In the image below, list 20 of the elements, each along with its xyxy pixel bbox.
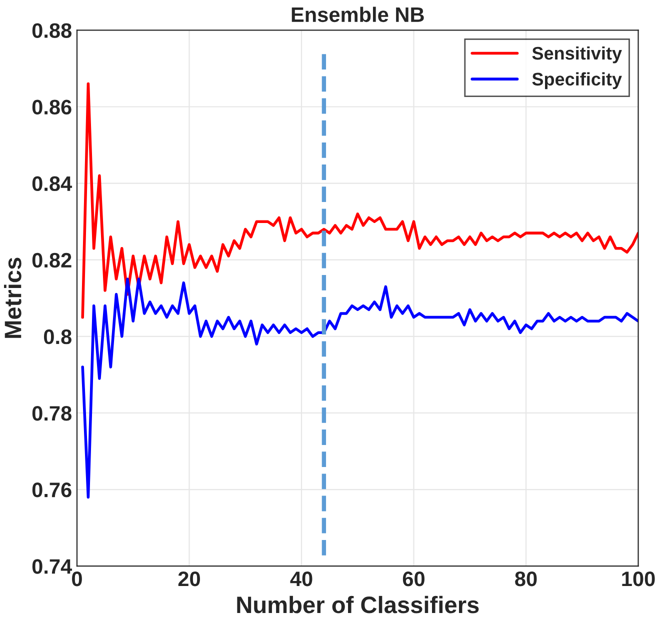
legend-label: Sensitivity bbox=[532, 46, 622, 64]
y-axis-title: Metrics bbox=[4, 258, 22, 338]
chart-title: Ensemble NB bbox=[292, 6, 424, 22]
y-tick-label: 0.78 bbox=[32, 406, 72, 421]
y-tick-label: 0.74 bbox=[32, 559, 72, 574]
x-tick-label: 100 bbox=[622, 572, 655, 586]
x-axis-title: Number of Classifiers bbox=[237, 596, 479, 614]
x-tick-label: 80 bbox=[515, 572, 537, 586]
y-tick-label: 0.76 bbox=[32, 482, 72, 498]
y-tick-label: 0.88 bbox=[32, 23, 72, 38]
x-tick-label: 0 bbox=[72, 572, 82, 586]
legend-label: Specificity bbox=[532, 72, 622, 90]
y-tick-label: 0.8 bbox=[44, 329, 72, 344]
line-series bbox=[81, 278, 638, 499]
x-tick-label: 60 bbox=[402, 572, 424, 586]
x-tick-label: 40 bbox=[290, 572, 312, 586]
y-tick-label: 0.86 bbox=[32, 100, 72, 115]
y-tick-label: 0.84 bbox=[32, 176, 72, 192]
y-tick-label: 0.82 bbox=[32, 252, 72, 268]
x-tick-label: 20 bbox=[178, 572, 200, 586]
